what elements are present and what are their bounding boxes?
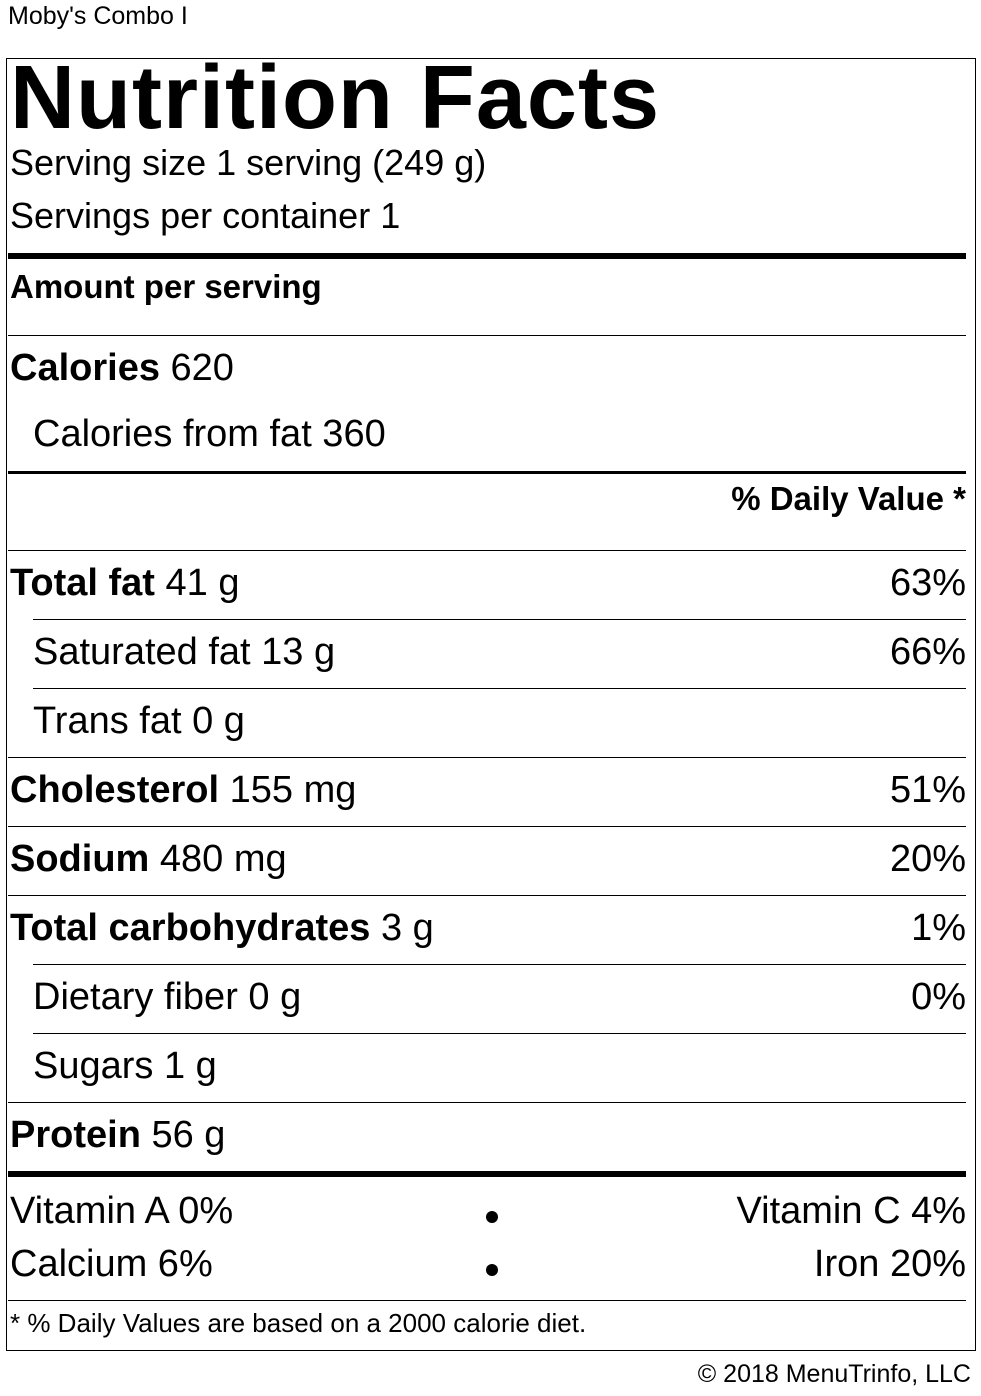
nutrient-amount: 480 mg: [159, 837, 287, 880]
nutrient-daily-value: 51%: [889, 768, 966, 811]
nutrient-daily-value: 0%: [911, 975, 966, 1018]
nutrient-amount: 1 g: [163, 1044, 217, 1087]
nutrient-name-amount: Sodium 480 mg: [10, 838, 287, 881]
vitamin-c: Vitamin C 4%: [736, 1190, 966, 1232]
nutrient-label: Sugars: [33, 1044, 154, 1087]
divider: [33, 964, 966, 965]
bullet-dot: [486, 1211, 498, 1223]
nutrient-amount: 3 g: [380, 906, 434, 949]
nutrient-label: Trans fat: [33, 699, 182, 742]
nutrition-label: [6, 58, 976, 1351]
nutrient-daily-value: 20%: [889, 837, 966, 880]
bullet-dot: [486, 1264, 498, 1276]
nutrient-row: Total carbohydrates 3 g 1%: [10, 898, 966, 958]
nutrient-label: Saturated fat: [33, 630, 251, 673]
nutrient-name-amount: Sugars 1 g: [33, 1045, 217, 1088]
divider: [33, 688, 966, 689]
divider-thick: [8, 1171, 966, 1177]
nutrient-amount: 0 g: [192, 699, 245, 742]
nutrient-row: Cholesterol 155 mg 51%: [10, 760, 966, 820]
divider: [8, 335, 966, 336]
nutrient-row: Sugars 1 g: [33, 1036, 966, 1096]
nutrient-name-amount: Trans fat 0 g: [33, 700, 245, 743]
nutrient-amount: 56 g: [151, 1113, 226, 1156]
nutrient-daily-value: 66%: [889, 630, 966, 673]
nutrient-name-amount: Cholesterol 155 mg: [10, 769, 356, 812]
calories-from-fat-row: Calories from fat 360: [33, 404, 966, 464]
nutrient-daily-value: 63%: [889, 561, 966, 604]
divider-thick: [8, 253, 966, 259]
vitamin-a: Vitamin A 0%: [10, 1190, 234, 1232]
nutrient-amount: 0 g: [248, 975, 302, 1018]
nutrient-daily-value: 1%: [911, 906, 966, 949]
servings-per-container: Servings per container 1: [10, 195, 401, 236]
calories-row: Calories 620: [10, 338, 966, 398]
divider: [8, 826, 966, 827]
nutrient-label: Total fat: [10, 561, 155, 604]
nutrient-label: Protein: [10, 1113, 141, 1156]
nutrient-label: Total carbohydrates: [10, 906, 371, 949]
item-title: Moby's Combo I: [8, 2, 188, 30]
copyright: © 2018 MenuTrinfo, LLC: [697, 1360, 971, 1388]
divider: [33, 1033, 966, 1034]
divider: [8, 757, 966, 758]
nutrient-name-amount: Total carbohydrates 3 g: [10, 907, 434, 950]
nutrient-name-amount: Total fat 41 g: [10, 562, 239, 605]
nutrient-row: Total fat 41 g 63%: [10, 553, 966, 613]
divider: [8, 1102, 966, 1103]
calcium: Calcium 6%: [10, 1243, 213, 1285]
divider: [8, 1300, 966, 1301]
divider: [8, 550, 966, 551]
nutrient-row: Dietary fiber 0 g 0%: [33, 967, 966, 1027]
nutrient-name-amount: Saturated fat 13 g: [33, 631, 335, 674]
footnote: * % Daily Values are based on a 2000 cal…: [10, 1308, 587, 1338]
calories-label: Calories: [10, 346, 160, 389]
nutrient-row: Protein 56 g: [10, 1105, 966, 1165]
nutrient-amount: 13 g: [261, 630, 336, 673]
nutrient-name-amount: Protein 56 g: [10, 1114, 225, 1157]
calories-value: 620: [170, 346, 234, 389]
nutrient-name-amount: Dietary fiber 0 g: [33, 976, 301, 1019]
nutrient-label: Dietary fiber: [33, 975, 238, 1018]
nutrient-amount: 155 mg: [229, 768, 357, 811]
amount-per-serving: Amount per serving: [10, 268, 322, 305]
serving-size: Serving size 1 serving (249 g): [10, 142, 487, 183]
label-title: Nutrition Facts: [10, 48, 661, 148]
nutrient-row: Trans fat 0 g: [33, 691, 966, 751]
nutrient-row: Sodium 480 mg 20%: [10, 829, 966, 889]
divider: [33, 619, 966, 620]
nutrient-row: Saturated fat 13 g 66%: [33, 622, 966, 682]
daily-value-header: % Daily Value *: [731, 480, 966, 517]
divider-medium: [8, 471, 966, 474]
nutrient-amount: 41 g: [165, 561, 240, 604]
divider: [8, 895, 966, 896]
nutrient-label: Cholesterol: [10, 768, 220, 811]
iron: Iron 20%: [813, 1243, 966, 1285]
calories-from-fat: Calories from fat 360: [33, 412, 386, 455]
nutrient-label: Sodium: [10, 837, 150, 880]
